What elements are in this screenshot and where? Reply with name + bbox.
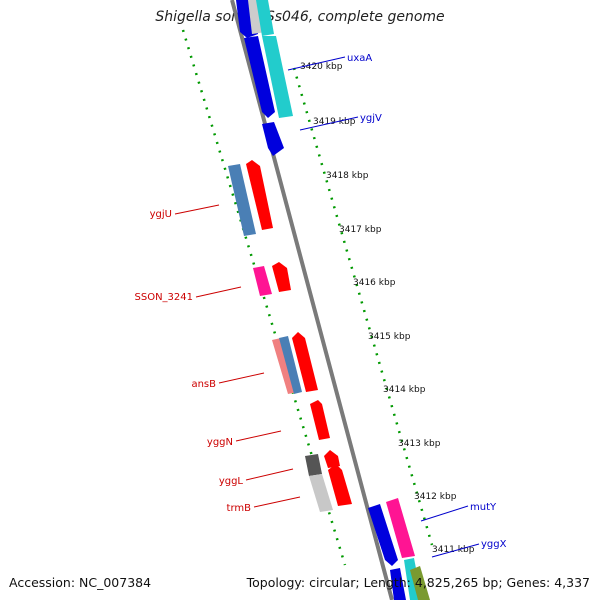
gene-block[interactable] (246, 160, 273, 230)
gene-block[interactable] (386, 498, 415, 558)
gene-block[interactable] (328, 464, 352, 506)
gene-block[interactable] (272, 262, 291, 292)
gene-block[interactable] (305, 454, 322, 476)
tick-label-3413: 3413 kbp (398, 439, 441, 449)
accession-label: Accession: NC_007384 (9, 575, 152, 590)
leader-line-SSON_3241 (195, 286, 242, 298)
leader-line-yggX (431, 543, 480, 558)
gene-block[interactable] (262, 36, 293, 118)
gene-label-yggX[interactable]: yggX (481, 539, 507, 550)
gene-block[interactable] (390, 568, 406, 600)
gene-block[interactable] (309, 474, 333, 512)
leader-line-mutY (420, 505, 469, 522)
gene-block[interactable] (262, 122, 284, 156)
gene-block[interactable] (292, 332, 318, 392)
genome-summary: Topology: circular; Length: 4,825,265 bp… (246, 575, 590, 590)
leader-line-trmB (253, 496, 301, 508)
backbone-line (230, 0, 394, 600)
leader-line-ygjV (299, 116, 359, 131)
tick-label-3420: 3420 kbp (300, 62, 343, 72)
gene-block[interactable] (228, 164, 256, 236)
gene-label-mutY[interactable]: mutY (470, 502, 497, 513)
gene-block[interactable] (256, 0, 274, 36)
leader-line-ansB (218, 372, 265, 384)
left-dotted-track (181, 29, 347, 566)
tick-labels: 3420 kbp 3419 kbp 3418 kbp 3417 kbp 3416… (300, 62, 475, 555)
tick-label-3416: 3416 kbp (353, 278, 396, 288)
gene-block[interactable] (244, 36, 275, 118)
map-title: Shigella sonnei Ss046, complete genome (155, 9, 445, 25)
tick-label-3411: 3411 kbp (432, 545, 475, 555)
gene-label-ansB[interactable]: ansB (191, 379, 216, 390)
gene-block[interactable] (279, 336, 302, 394)
tick-label-3412: 3412 kbp (414, 492, 457, 502)
tick-label-3415: 3415 kbp (368, 332, 411, 342)
gene-block[interactable] (253, 266, 272, 296)
gene-label-SSON_3241[interactable]: SSON_3241 (135, 292, 194, 303)
reverse-gene-blocks (228, 160, 352, 512)
gene-block[interactable] (410, 566, 430, 600)
gene-label-uxaA[interactable]: uxaA (347, 53, 372, 64)
tick-label-3417: 3417 kbp (339, 225, 382, 235)
gene-label-trmB[interactable]: trmB (227, 503, 252, 514)
gene-block[interactable] (324, 450, 340, 468)
forward-gene-blocks-bottom (368, 498, 430, 600)
gene-label-yggN[interactable]: yggN (207, 437, 233, 448)
forward-gene-labels: uxaA ygjV mutY yggX (287, 53, 507, 558)
forward-gene-blocks-top (236, 0, 293, 156)
leader-line-yggN (235, 430, 282, 442)
leader-line-ygjU (174, 204, 220, 215)
leader-line-yggL (245, 468, 294, 481)
leader-line-uxaA (287, 56, 346, 71)
gene-label-ygjU[interactable]: ygjU (150, 209, 172, 220)
gene-block[interactable] (310, 400, 330, 440)
gene-label-yggL[interactable]: yggL (219, 476, 244, 487)
right-dotted-track (292, 67, 434, 546)
gene-label-ygjV[interactable]: ygjV (360, 113, 382, 124)
tick-label-3418: 3418 kbp (326, 171, 369, 181)
reverse-gene-labels: ygjU SSON_3241 ansB yggN yggL trmB (135, 204, 301, 514)
tick-label-3414: 3414 kbp (383, 385, 426, 395)
gene-block[interactable] (368, 504, 398, 566)
